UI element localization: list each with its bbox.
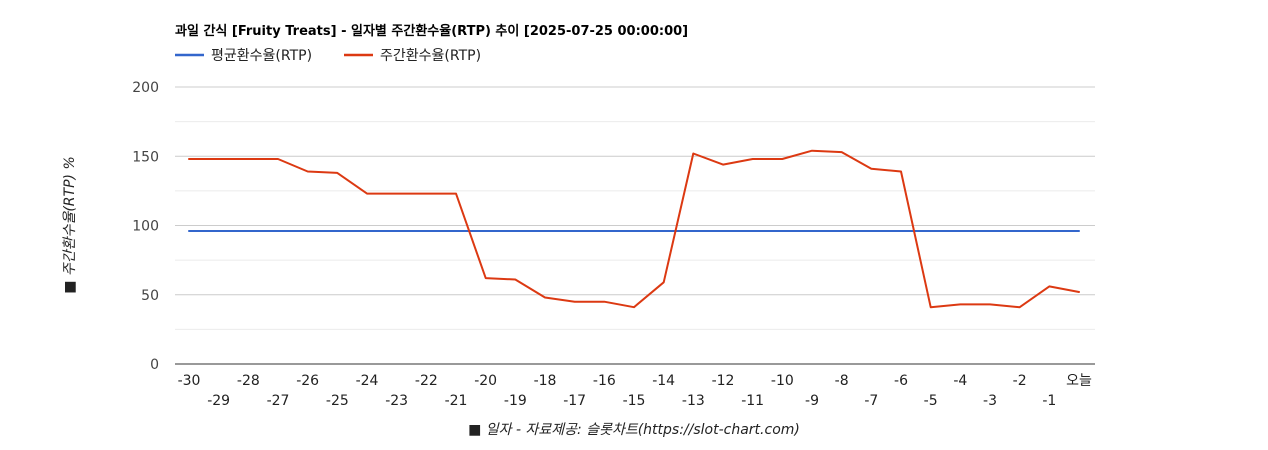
x-tick-label: -30: [178, 373, 201, 389]
gridlines: [175, 86, 1095, 365]
x-tick-label: -26: [296, 373, 319, 389]
x-tick-label: 오늘: [1066, 373, 1092, 389]
x-tick-label: -20: [474, 373, 497, 389]
x-tick-label: -4: [953, 373, 967, 389]
x-tick-label: -24: [356, 373, 379, 389]
x-axis-title: ■ 일자 - 자료제공: 슬롯차트(https://slot-chart.com…: [468, 422, 800, 438]
series-line-weekly: [188, 149, 1080, 309]
y-tick-label: 200: [132, 80, 159, 96]
x-tick-label: -5: [924, 393, 938, 409]
x-tick-label: -22: [415, 373, 438, 389]
x-tick-label: -1: [1042, 393, 1056, 409]
x-tick-label: -8: [835, 373, 849, 389]
x-tick-label: -12: [712, 373, 735, 389]
x-tick-label: -17: [563, 393, 586, 409]
legend-label-average: 평균환수율(RTP): [211, 48, 312, 64]
y-tick-label: 0: [150, 357, 159, 373]
legend: 평균환수율(RTP) 주간환수율(RTP): [175, 48, 481, 64]
x-tick-label: -7: [864, 393, 878, 409]
y-axis-ticks: 0 50 100 150 200: [132, 80, 159, 373]
series-lines: [188, 149, 1080, 309]
y-tick-label: 150: [132, 149, 159, 165]
y-tick-label: 50: [141, 288, 159, 304]
x-axis-ticks: -30-29-28-27-26-25-24-23-22-21-20-19-18-…: [178, 373, 1092, 409]
x-tick-label: -21: [445, 393, 468, 409]
y-tick-label: 100: [132, 219, 159, 235]
x-tick-label: -18: [534, 373, 557, 389]
x-tick-label: -10: [771, 373, 794, 389]
legend-label-weekly: 주간환수율(RTP): [380, 48, 481, 64]
x-tick-label: -25: [326, 393, 349, 409]
x-tick-label: -9: [805, 393, 819, 409]
x-tick-label: -16: [593, 373, 616, 389]
x-tick-label: -15: [623, 393, 646, 409]
x-tick-label: -11: [741, 393, 764, 409]
y-axis-title: ■ 주간환수율(RTP) %: [62, 156, 78, 293]
x-tick-label: -28: [237, 373, 260, 389]
x-tick-label: -19: [504, 393, 527, 409]
x-tick-label: -13: [682, 393, 705, 409]
x-tick-label: -6: [894, 373, 908, 389]
x-tick-label: -2: [1013, 373, 1027, 389]
x-tick-label: -23: [385, 393, 408, 409]
chart-title: 과일 간식 [Fruity Treats] - 일자별 주간환수율(RTP) 추…: [175, 23, 688, 39]
x-tick-label: -27: [267, 393, 290, 409]
x-tick-label: -29: [207, 393, 230, 409]
x-tick-label: -14: [652, 373, 675, 389]
x-tick-label: -3: [983, 393, 997, 409]
